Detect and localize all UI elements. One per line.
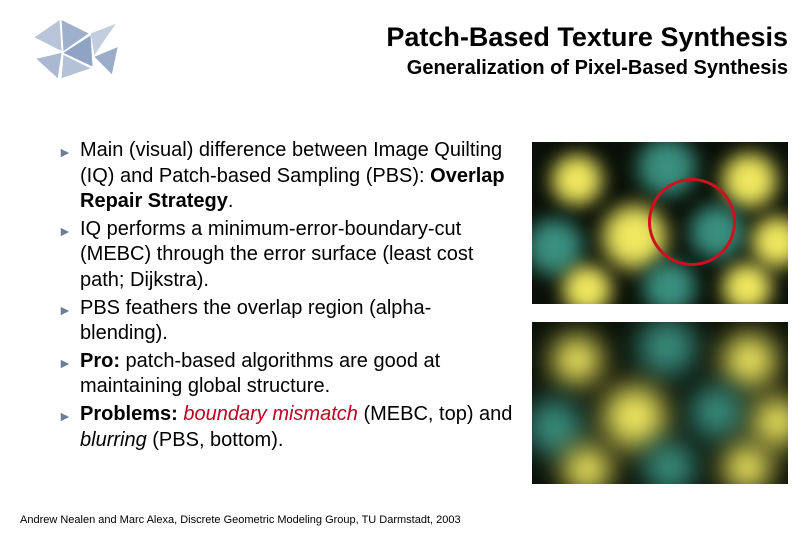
page-subtitle: Generalization of Pixel-Based Synthesis — [0, 57, 788, 80]
bullet-text: Problems: boundary mismatch (MEBC, top) … — [80, 402, 518, 453]
bullet-item: ►Pro: patch-based algorithms are good at… — [58, 349, 518, 400]
bullet-item: ►Main (visual) difference between Image … — [58, 138, 518, 215]
bullet-item: ►PBS feathers the overlap region (alpha-… — [58, 296, 518, 347]
bullet-marker-icon: ► — [58, 138, 80, 162]
bullet-text: IQ performs a minimum-error-boundary-cut… — [80, 217, 518, 294]
texture-image-top — [532, 142, 788, 304]
bullet-marker-icon: ► — [58, 296, 80, 320]
bullet-list: ►Main (visual) difference between Image … — [58, 138, 518, 455]
footer-citation: Andrew Nealen and Marc Alexa, Discrete G… — [20, 514, 461, 526]
image-column — [532, 142, 788, 502]
texture-image-bottom — [532, 322, 788, 484]
bullet-marker-icon: ► — [58, 217, 80, 241]
page-title: Patch-Based Texture Synthesis — [0, 22, 788, 53]
header: Patch-Based Texture Synthesis Generaliza… — [0, 22, 788, 80]
annotation-circle — [648, 178, 736, 266]
bullet-text: Main (visual) difference between Image Q… — [80, 138, 518, 215]
bullet-item: ►IQ performs a minimum-error-boundary-cu… — [58, 217, 518, 294]
bullet-marker-icon: ► — [58, 402, 80, 426]
bullet-marker-icon: ► — [58, 349, 80, 373]
bullet-item: ►Problems: boundary mismatch (MEBC, top)… — [58, 402, 518, 453]
bullet-text: PBS feathers the overlap region (alpha-b… — [80, 296, 518, 347]
bullet-text: Pro: patch-based algorithms are good at … — [80, 349, 518, 400]
